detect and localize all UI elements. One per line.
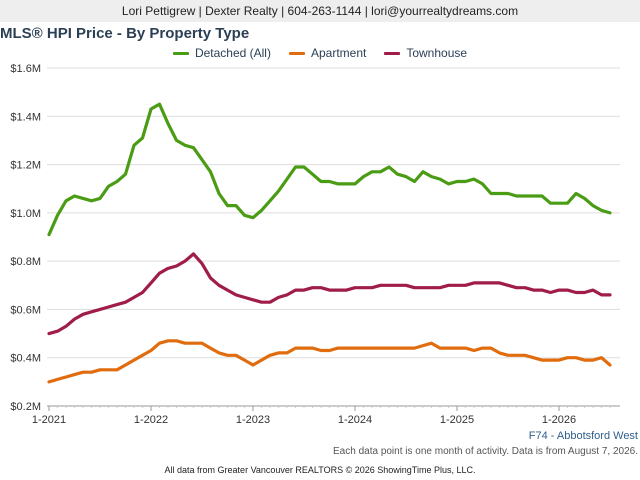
x-tick-label: 1-2026 — [542, 414, 576, 426]
y-tick-label: $0.6M — [10, 304, 41, 316]
x-tick-label: 1-2023 — [236, 414, 270, 426]
series-line-apartment — [47, 339, 612, 384]
x-tick-label: 1-2025 — [440, 414, 474, 426]
chart-legend: Detached (All) Apartment Townhouse — [0, 46, 640, 60]
y-tick-label: $0.2M — [10, 401, 41, 413]
y-tick-label: $1.2M — [10, 160, 41, 172]
y-tick-label: $0.4M — [10, 353, 41, 365]
legend-label-apartment: Apartment — [310, 46, 367, 60]
agent-contact-text: Lori Pettigrew | Dexter Realty | 604-263… — [121, 4, 519, 18]
legend-swatch-apartment — [288, 51, 305, 55]
region-label: F74 - Abbotsford West — [528, 430, 638, 442]
legend-item-detached[interactable]: Detached (All) — [172, 46, 271, 60]
legend-item-townhouse[interactable]: Townhouse — [384, 46, 467, 60]
agent-header-bar: Lori Pettigrew | Dexter Realty | 604-263… — [0, 0, 640, 22]
legend-item-apartment[interactable]: Apartment — [288, 46, 367, 60]
x-tick-label: 1-2024 — [338, 414, 372, 426]
legend-swatch-detached — [172, 51, 189, 55]
legend-label-detached: Detached (All) — [194, 46, 271, 60]
copyright-text: All data from Greater Vancouver REALTORS… — [164, 465, 476, 475]
y-tick-label: $1.0M — [10, 208, 41, 220]
y-tick-label: $1.4M — [10, 111, 41, 123]
x-tick-label: 1-2022 — [134, 414, 168, 426]
legend-label-townhouse: Townhouse — [406, 46, 468, 60]
y-tick-label: $0.8M — [10, 256, 41, 268]
series-line-townhouse — [47, 252, 612, 336]
legend-swatch-townhouse — [384, 51, 401, 55]
chart-title: MLS® HPI Price - By Property Type — [0, 25, 250, 42]
y-tick-label: $1.6M — [10, 63, 41, 75]
data-note: Each data point is one month of activity… — [333, 446, 638, 457]
x-tick-label: 1-2021 — [32, 414, 66, 426]
series-line-detached-all — [47, 102, 612, 237]
